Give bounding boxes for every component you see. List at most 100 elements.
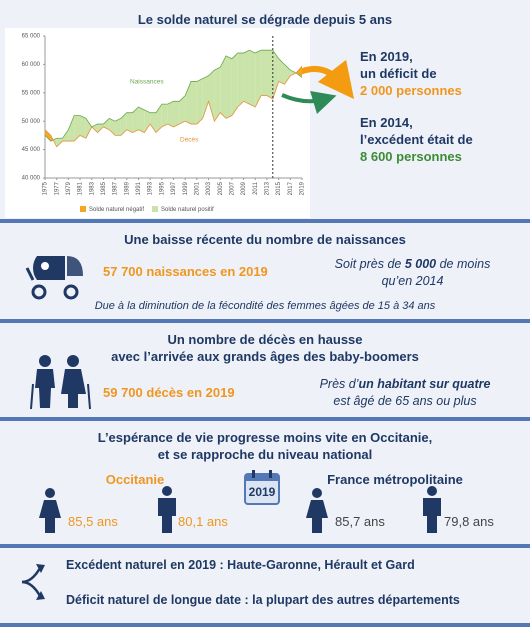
x-tick-label: 1975 — [43, 181, 49, 195]
note-line: un déficit de — [360, 66, 437, 81]
x-tick-label: 1987 — [113, 181, 119, 195]
balance-area — [237, 53, 244, 107]
balance-area — [161, 104, 168, 127]
x-tick-label: 1981 — [78, 181, 84, 195]
balance-area — [173, 101, 180, 127]
note-line: En 2019, — [360, 49, 413, 64]
births-key: 57 700 naissances en 2019 — [103, 264, 268, 279]
balance-area — [185, 81, 192, 125]
x-tick-label: 2003 — [206, 181, 212, 195]
balance-area — [144, 109, 151, 133]
x-tick-label: 2009 — [241, 181, 247, 195]
x-tick-label: 1977 — [54, 181, 60, 195]
balance-area — [261, 50, 267, 96]
x-tick-label: 1993 — [148, 181, 154, 195]
life-expectancy: 85,7 ans — [335, 514, 385, 529]
life-expectancy: 79,8 ans — [444, 514, 494, 529]
section-title: Un nombre de décès en hausse — [167, 332, 363, 347]
text: de moins — [436, 257, 491, 271]
calendar-icon: 2019 — [244, 470, 280, 505]
main-title: Le solde naturel se dégrade depuis 5 ans — [137, 12, 393, 27]
legend-swatch — [80, 206, 86, 212]
department-note: Déficit naturel de longue date : la plup… — [66, 593, 460, 607]
woman-icon — [39, 488, 61, 533]
life-expectancy: 80,1 ans — [178, 514, 228, 529]
arrow-excedent — [281, 90, 337, 114]
balance-area — [202, 75, 209, 119]
y-tick-label: 45 000 — [22, 147, 41, 153]
balance-area — [103, 118, 110, 130]
arrow-deficit — [298, 59, 355, 100]
separator — [0, 219, 530, 223]
legend-label: Solde naturel positif — [161, 207, 214, 213]
x-tick-label: 1979 — [66, 181, 72, 195]
x-tick-label: 1999 — [183, 181, 189, 195]
stroller-icon — [25, 256, 83, 300]
deaths-comment: Près d’un habitant sur quatre est âgé de… — [290, 376, 520, 410]
balance-area — [85, 118, 92, 139]
side-note: En 2014, l’excédent était de 8 600 perso… — [360, 114, 473, 165]
x-tick-label: 2019 — [300, 181, 306, 195]
balance-area — [191, 81, 197, 125]
y-tick-label: 50 000 — [22, 119, 41, 125]
y-tick-label: 65 000 — [22, 34, 41, 40]
x-tick-label: 2001 — [194, 181, 200, 195]
legend-label: Solde naturel négatif — [89, 207, 144, 213]
births-note: Due à la diminution de la fécondité des … — [94, 300, 436, 312]
series-label: Décès — [180, 137, 199, 144]
life-expectancy: 85,5 ans — [68, 514, 118, 529]
note-line: l’excédent était de — [360, 132, 473, 147]
balance-area — [278, 58, 285, 85]
woman-icon — [306, 488, 328, 533]
separator — [0, 623, 530, 627]
text: Soit près de — [334, 257, 405, 271]
balance-area — [62, 129, 69, 142]
balance-area — [97, 124, 104, 133]
balance-area — [126, 112, 133, 133]
balance-area — [196, 78, 203, 125]
section-title: L’espérance de vie progresse moins vite … — [97, 430, 433, 445]
calendar-year: 2019 — [249, 485, 276, 499]
balance-area — [272, 50, 279, 100]
balance-area — [74, 115, 81, 142]
note-highlight: 8 600 personnes — [360, 149, 462, 164]
y-tick-label: 40 000 — [22, 176, 41, 182]
x-tick-label: 2015 — [276, 181, 282, 195]
legend-swatch — [152, 206, 158, 212]
separator — [0, 544, 530, 548]
deaths-key: 59 700 décès en 2019 — [103, 385, 235, 400]
text: est âgé de 65 ans ou plus — [333, 394, 477, 408]
balance-area — [296, 66, 302, 78]
x-tick-label: 2007 — [229, 181, 235, 195]
balance-area — [255, 50, 262, 107]
series-line — [44, 65, 303, 148]
man-icon — [423, 486, 441, 533]
balance-area — [138, 107, 145, 133]
x-tick-label: 2005 — [218, 181, 224, 195]
balance-area — [80, 115, 86, 139]
series-label: Naissances — [130, 79, 164, 86]
x-tick-label: 2017 — [288, 181, 294, 195]
y-tick-label: 60 000 — [22, 62, 41, 68]
man-icon — [158, 486, 176, 533]
balance-area — [68, 115, 75, 142]
balance-area — [45, 129, 51, 142]
branch-icon — [21, 564, 45, 600]
note-line: En 2014, — [360, 115, 413, 130]
text: un habitant sur quatre — [358, 377, 491, 391]
balance-area — [167, 101, 174, 127]
region-name: Occitanie — [105, 472, 165, 487]
chart: 40 000 45 000 50 000 55 000 60 000 65 000 1975… — [5, 28, 355, 218]
text: Près d’ — [319, 377, 359, 391]
note-highlight: 2 000 personnes — [360, 83, 462, 98]
balance-area — [56, 138, 63, 147]
balance-area — [243, 50, 250, 105]
separator — [0, 319, 530, 323]
series-line — [44, 49, 303, 142]
balance-area — [179, 95, 186, 125]
x-tick-label: 1997 — [171, 181, 177, 195]
x-tick-label: 1983 — [89, 181, 95, 195]
section-title: Une baisse récente du nombre de naissanc… — [124, 232, 406, 247]
department-note: Excédent naturel en 2019 : Haute-Garonne… — [66, 558, 415, 572]
